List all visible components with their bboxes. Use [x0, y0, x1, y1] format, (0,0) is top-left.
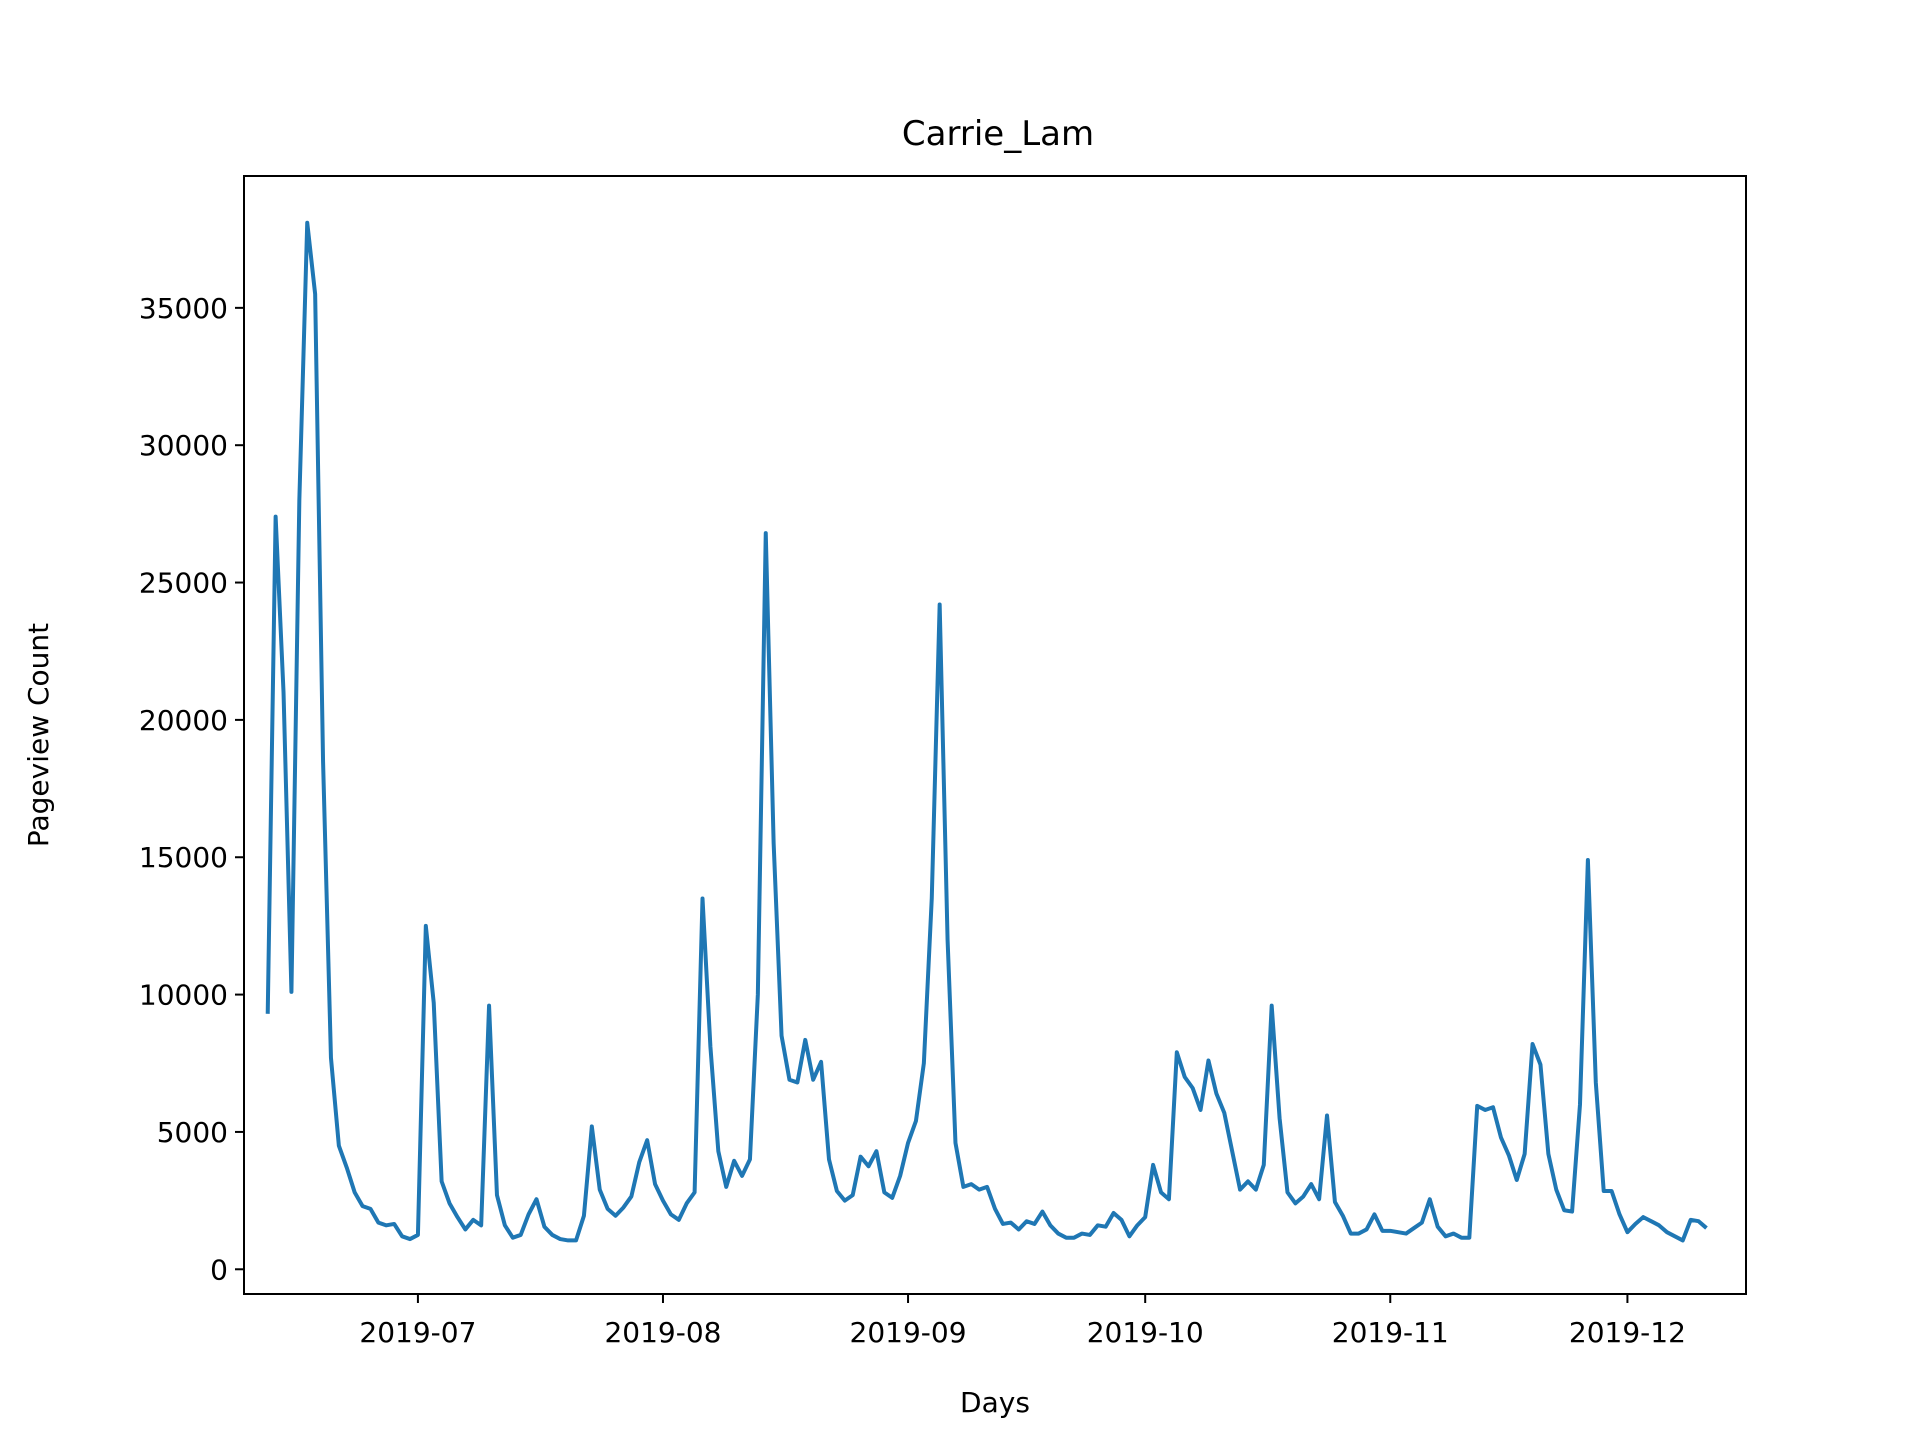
- x-axis: 2019-07 2019-08 2019-09 2019-10 2019-11 2019-…: [359, 1294, 1686, 1349]
- plot-area: 0 5000 10000 15000 20000 25000 30000 35000 2019…: [139, 175, 1747, 1349]
- plot-frame: [243, 175, 1747, 1295]
- y-axis-label: Pageview Count: [22, 623, 55, 847]
- y-tick-label: 0: [210, 1253, 228, 1286]
- chart-title: Carrie_Lam: [902, 114, 1094, 154]
- y-tick-label: 15000: [139, 841, 228, 874]
- y-axis: 0 5000 10000 15000 20000 25000 30000 35000: [139, 292, 244, 1286]
- x-tick-label: 2019-12: [1569, 1316, 1686, 1349]
- x-tick-label: 2019-07: [359, 1316, 476, 1349]
- y-tick-label: 25000: [139, 567, 228, 600]
- x-axis-label: Days: [960, 1386, 1030, 1419]
- y-tick-label: 30000: [139, 429, 228, 462]
- series-group: [265, 220, 1708, 1243]
- y-tick-label: 20000: [139, 704, 228, 737]
- x-tick-label: 2019-10: [1087, 1316, 1204, 1349]
- y-tick-label: 10000: [139, 979, 228, 1012]
- x-tick-label: 2019-08: [604, 1316, 721, 1349]
- y-tick-label: 5000: [157, 1116, 228, 1149]
- series-line-0: [265, 220, 1708, 1243]
- x-tick-label: 2019-09: [850, 1316, 967, 1349]
- x-tick-label: 2019-11: [1332, 1316, 1449, 1349]
- y-tick-label: 35000: [139, 292, 228, 325]
